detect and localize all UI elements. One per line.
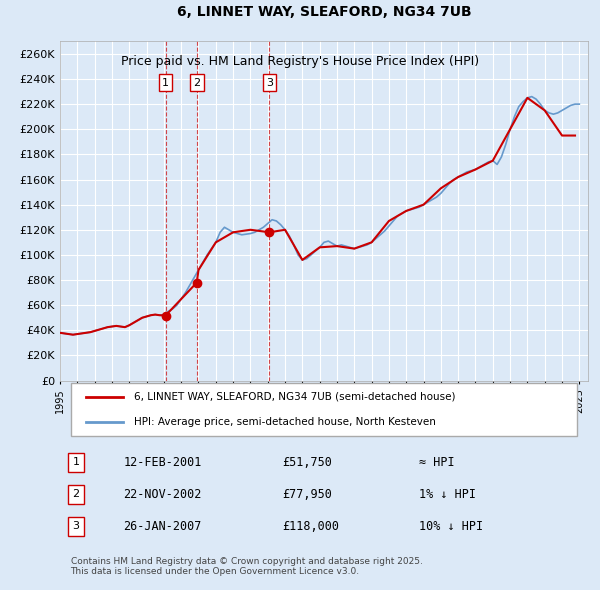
Text: 12-FEB-2001: 12-FEB-2001 bbox=[124, 455, 202, 468]
Text: 10% ↓ HPI: 10% ↓ HPI bbox=[419, 520, 483, 533]
Text: £51,750: £51,750 bbox=[282, 455, 332, 468]
Text: Contains HM Land Registry data © Crown copyright and database right 2025.
This d: Contains HM Land Registry data © Crown c… bbox=[71, 557, 422, 576]
Text: £77,950: £77,950 bbox=[282, 488, 332, 501]
Text: ≈ HPI: ≈ HPI bbox=[419, 455, 455, 468]
Text: 2: 2 bbox=[193, 78, 200, 88]
Title: 6, LINNET WAY, SLEAFORD, NG34 7UB: 6, LINNET WAY, SLEAFORD, NG34 7UB bbox=[176, 5, 472, 19]
FancyBboxPatch shape bbox=[71, 384, 577, 436]
Text: HPI: Average price, semi-detached house, North Kesteven: HPI: Average price, semi-detached house,… bbox=[134, 417, 436, 427]
Text: 3: 3 bbox=[73, 521, 79, 531]
Text: 26-JAN-2007: 26-JAN-2007 bbox=[124, 520, 202, 533]
Text: 1: 1 bbox=[162, 78, 169, 88]
Text: 22-NOV-2002: 22-NOV-2002 bbox=[124, 488, 202, 501]
Text: 6, LINNET WAY, SLEAFORD, NG34 7UB (semi-detached house): 6, LINNET WAY, SLEAFORD, NG34 7UB (semi-… bbox=[134, 392, 455, 402]
Text: £118,000: £118,000 bbox=[282, 520, 339, 533]
Text: 1% ↓ HPI: 1% ↓ HPI bbox=[419, 488, 476, 501]
Text: Price paid vs. HM Land Registry's House Price Index (HPI): Price paid vs. HM Land Registry's House … bbox=[121, 55, 479, 68]
Text: 3: 3 bbox=[266, 78, 273, 88]
Text: 1: 1 bbox=[73, 457, 79, 467]
Text: 2: 2 bbox=[72, 489, 79, 499]
